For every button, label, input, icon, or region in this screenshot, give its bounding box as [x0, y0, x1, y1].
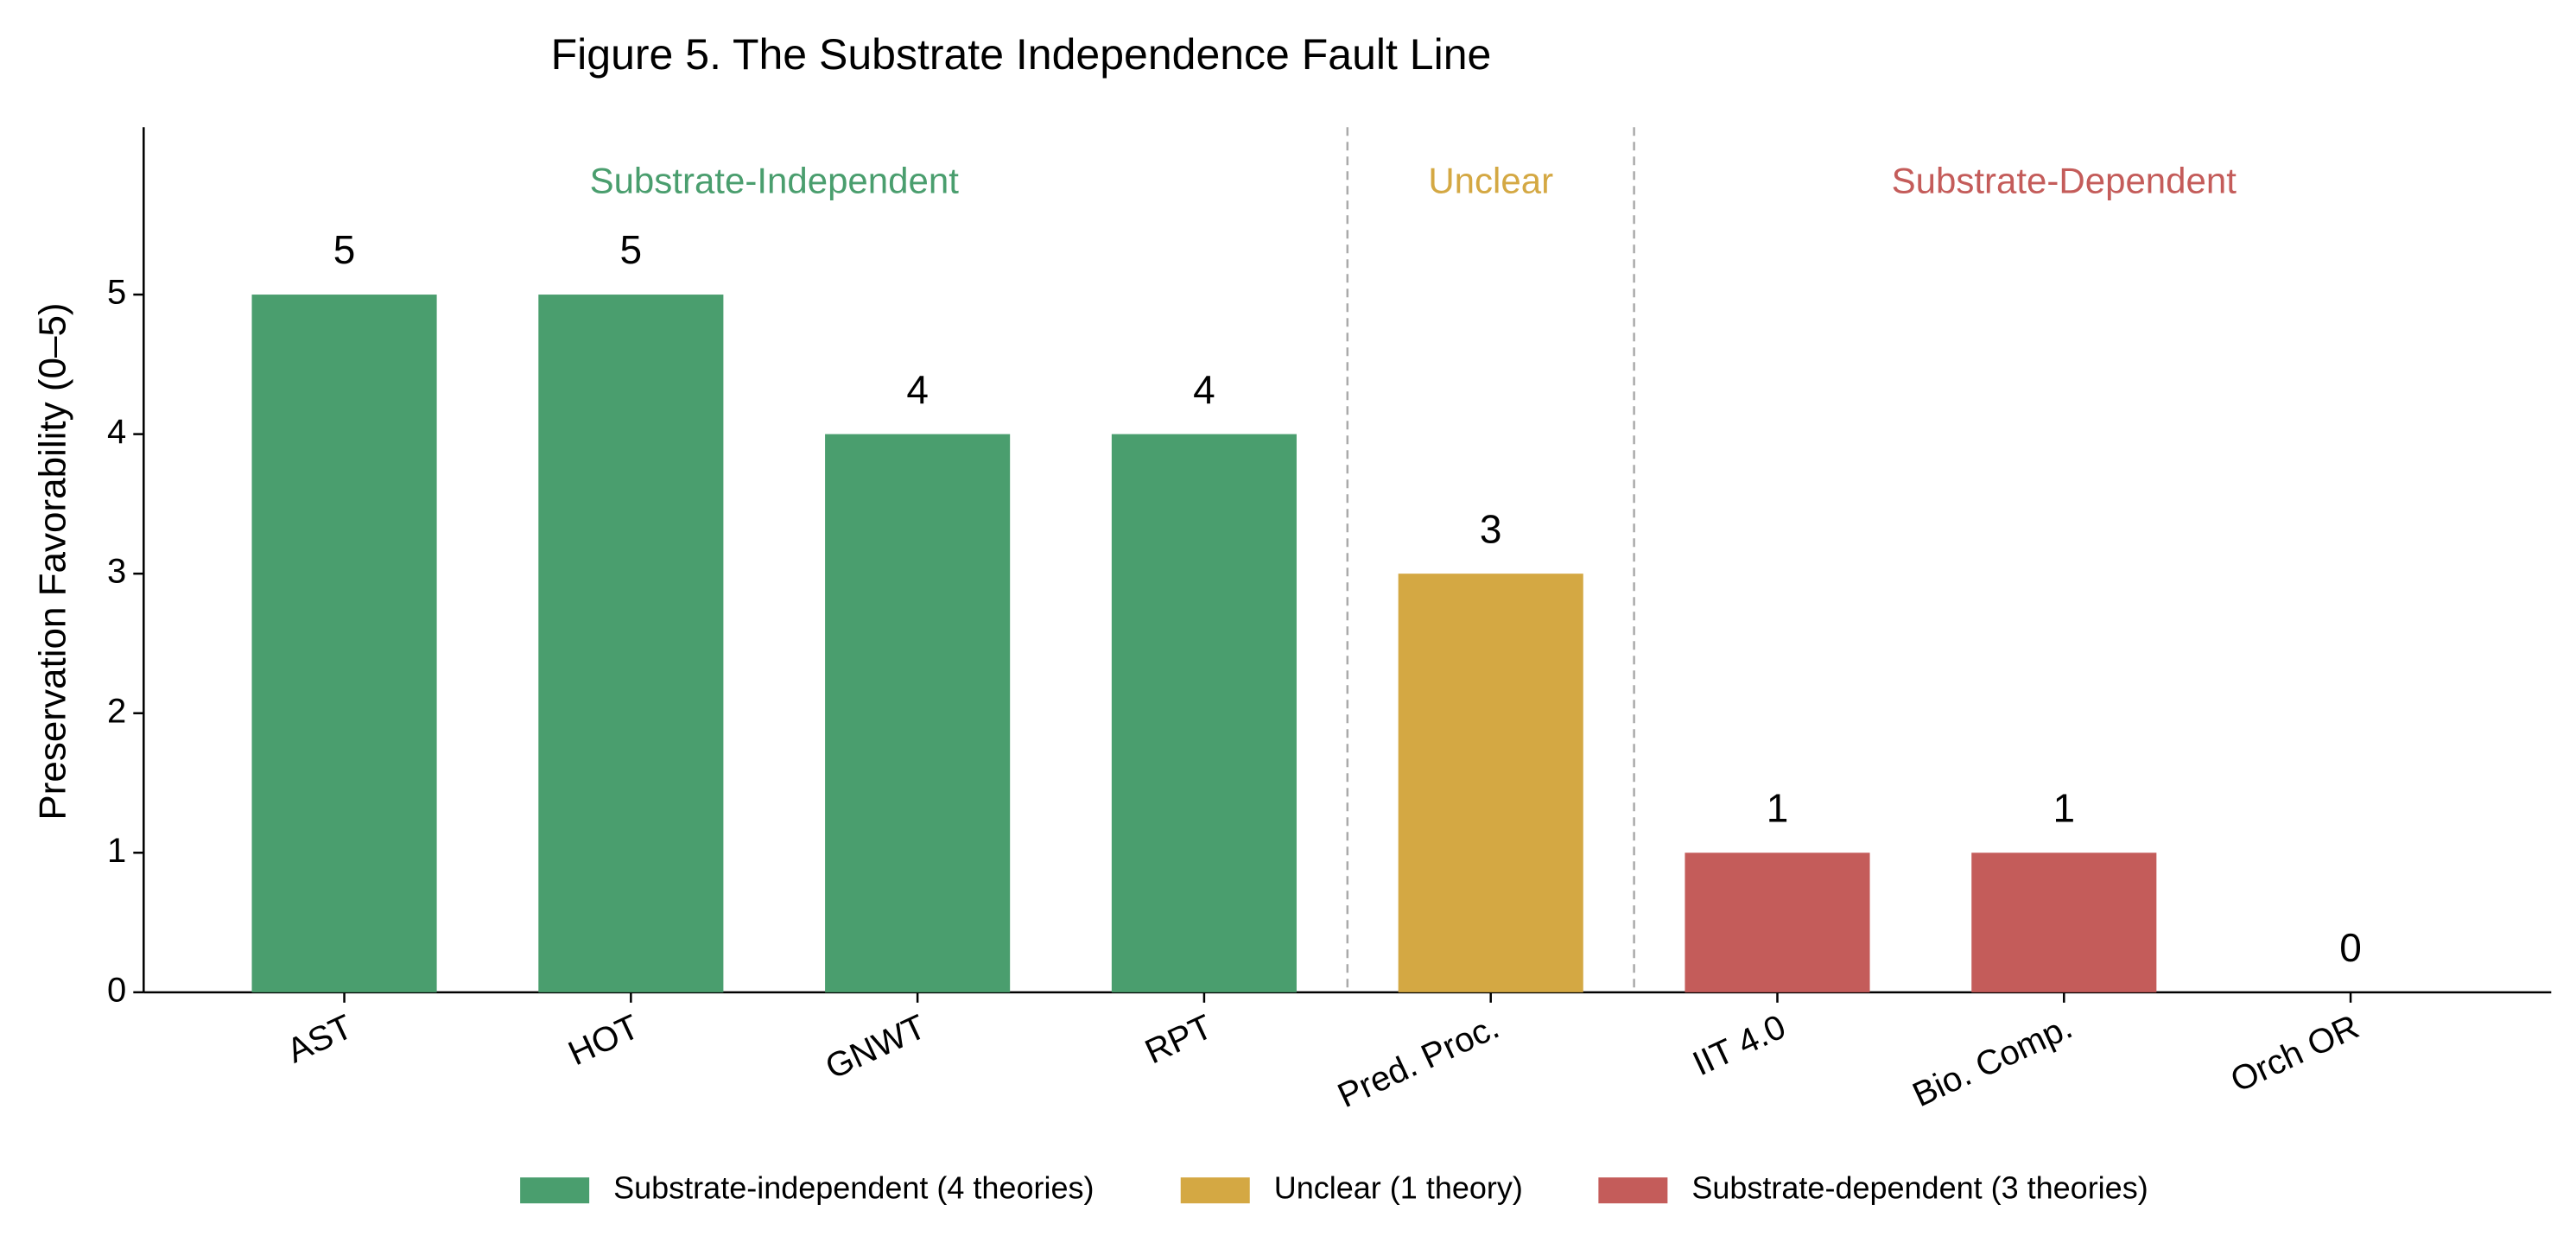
- x-tick-label: Orch OR: [2225, 1008, 2365, 1100]
- x-tick-label: RPT: [1139, 1008, 1218, 1072]
- group-label: Substrate-Dependent: [1892, 160, 2237, 200]
- y-tick-label: 4: [107, 413, 126, 451]
- group-label: Substrate-Independent: [590, 160, 960, 200]
- legend-swatch: [520, 1177, 590, 1204]
- y-tick-label: 3: [107, 553, 126, 591]
- x-tick-label: Bio. Comp.: [1907, 1008, 2078, 1114]
- y-tick-label: 2: [107, 692, 126, 730]
- bar: [825, 434, 1011, 992]
- legend-label: Unclear (1 theory): [1274, 1170, 1523, 1206]
- y-tick-label: 0: [107, 971, 126, 1009]
- group-label: Unclear: [1428, 160, 1553, 200]
- bar: [1685, 853, 1870, 992]
- x-tick-label: GNWT: [820, 1008, 931, 1087]
- x-tick-label: HOT: [562, 1008, 644, 1074]
- legend-swatch: [1180, 1177, 1250, 1204]
- y-axis-label: Preservation Favorability (0–5): [32, 302, 74, 820]
- bar: [1398, 574, 1583, 992]
- legend-label: Substrate-independent (4 theories): [613, 1170, 1094, 1206]
- value-label: 3: [1480, 506, 1502, 551]
- y-tick-label: 1: [107, 832, 126, 870]
- x-tick-label: IIT 4.0: [1687, 1008, 1792, 1083]
- value-label: 0: [2339, 925, 2362, 970]
- bar: [1971, 853, 2157, 992]
- legend-label: Substrate-dependent (3 theories): [1691, 1170, 2148, 1206]
- bar: [251, 295, 437, 992]
- chart-title: Figure 5. The Substrate Independence Fau…: [551, 30, 1492, 79]
- bar: [538, 295, 724, 992]
- bar: [1111, 434, 1297, 992]
- value-label: 4: [1193, 367, 1215, 412]
- legend-swatch: [1598, 1177, 1668, 1204]
- x-tick-label: AST: [282, 1008, 358, 1071]
- value-label: 1: [2053, 785, 2075, 830]
- y-tick-label: 5: [107, 274, 126, 312]
- value-label: 1: [1767, 785, 1789, 830]
- value-label: 5: [333, 227, 356, 272]
- x-tick-label: Pred. Proc.: [1332, 1008, 1505, 1115]
- value-label: 5: [620, 227, 643, 272]
- value-label: 4: [906, 367, 929, 412]
